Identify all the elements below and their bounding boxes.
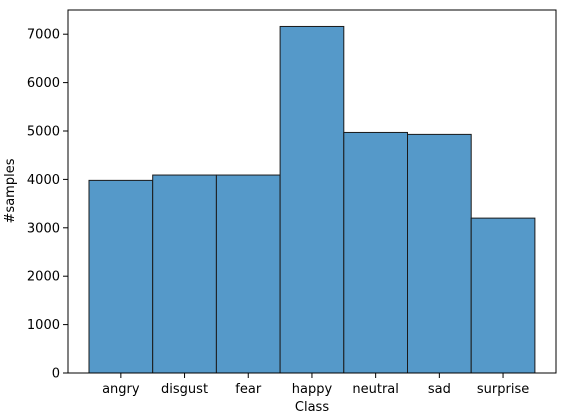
bar-disgust bbox=[152, 174, 217, 374]
x-tick-label-happy: happy bbox=[292, 382, 333, 397]
x-axis-ticks: angry disgust fear happy neutral sad surprise bbox=[102, 373, 529, 397]
y-tick-label: 1000 bbox=[27, 318, 60, 333]
y-tick-label: 4000 bbox=[27, 173, 60, 188]
x-tick-label-angry: angry bbox=[102, 382, 140, 397]
bar-angry bbox=[88, 179, 154, 374]
x-tick-label-fear: fear bbox=[235, 382, 262, 397]
y-tick-label: 2000 bbox=[27, 270, 60, 285]
y-axis-label: #samples bbox=[3, 158, 18, 223]
x-tick-label-neutral: neutral bbox=[352, 382, 399, 397]
x-tick-label-surprise: surprise bbox=[477, 382, 529, 397]
bar-sad bbox=[407, 133, 472, 374]
y-tick-label: 5000 bbox=[27, 125, 60, 140]
x-tick-label-disgust: disgust bbox=[161, 382, 208, 397]
y-tick-label: 0 bbox=[52, 367, 60, 382]
y-tick-label: 3000 bbox=[27, 221, 60, 236]
bar-surprise bbox=[470, 217, 536, 374]
bar-fear bbox=[215, 174, 281, 374]
x-axis-label: Class bbox=[295, 400, 329, 415]
y-tick-label: 7000 bbox=[27, 28, 60, 43]
y-tick-label: 6000 bbox=[27, 76, 60, 91]
bars-group bbox=[88, 25, 536, 374]
x-tick-label-sad: sad bbox=[428, 382, 451, 397]
y-axis-ticks: 0 1000 2000 3000 4000 5000 6000 7000 bbox=[27, 28, 68, 382]
bar-neutral bbox=[343, 131, 408, 374]
bar-happy bbox=[279, 25, 345, 374]
